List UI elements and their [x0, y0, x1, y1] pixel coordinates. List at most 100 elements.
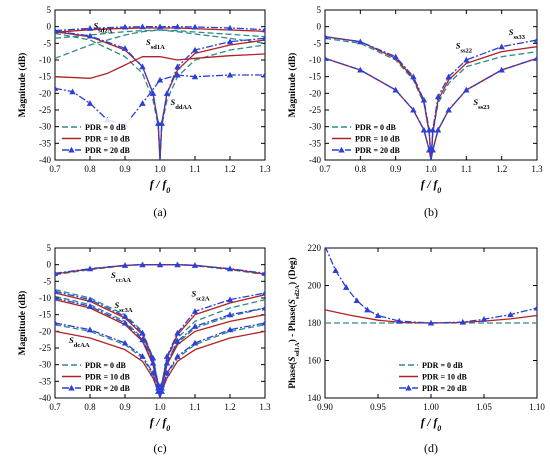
- legend-marker: [68, 384, 75, 391]
- data-point: [507, 311, 514, 318]
- x-tick-label: 1.1: [461, 164, 472, 174]
- data-point: [353, 297, 360, 304]
- data-point: [498, 66, 505, 73]
- legend-label: PDR = 0 dB: [422, 361, 463, 370]
- y-axis-label: Magnitude (dB): [287, 53, 298, 118]
- data-point: [429, 146, 436, 153]
- data-point: [55, 85, 59, 91]
- data-point: [396, 317, 403, 324]
- x-tick-label: 1.1: [189, 164, 200, 174]
- y-tick-label: 160: [308, 356, 322, 366]
- x-tick-label: 1.2: [224, 402, 235, 412]
- data-point: [533, 304, 537, 311]
- legend: PDR = 0 dB PDR = 10 dB PDR = 20 dB: [329, 118, 404, 156]
- curve-annotation: Sss23: [473, 97, 490, 111]
- x-tick-label: 1.1: [189, 402, 200, 412]
- data-point: [374, 312, 382, 319]
- data-point: [158, 120, 165, 126]
- data-point: [121, 339, 129, 346]
- data-point: [325, 55, 329, 61]
- data-point: [332, 267, 339, 274]
- legend-label: PDR = 10 dB: [85, 373, 130, 382]
- data-point: [498, 43, 505, 50]
- y-tick-label: 0: [47, 22, 52, 32]
- data-point: [191, 323, 199, 329]
- data-point: [191, 73, 199, 80]
- legend-label: PDR = 10 dB: [355, 135, 400, 144]
- data-point: [55, 288, 59, 294]
- x-tick-label: 0.8: [84, 402, 96, 412]
- data-point: [226, 265, 234, 272]
- y-tick-label: -10: [39, 55, 51, 65]
- data-point: [445, 73, 452, 80]
- y-tick-label: -15: [39, 72, 51, 82]
- data-point: [121, 262, 129, 268]
- legend-label: PDR = 20 dB: [422, 384, 467, 393]
- curve-annotation: Ssd2A: [94, 20, 113, 34]
- data-point: [226, 71, 234, 78]
- data-point: [55, 319, 59, 326]
- x-tick-label: 0.7: [49, 164, 61, 174]
- data-point: [463, 56, 470, 63]
- y-tick-label: -10: [39, 293, 51, 303]
- legend-label: PDR = 0 dB: [355, 123, 396, 132]
- curve-annotation: Ssd1A: [146, 37, 165, 51]
- y-tick-label: -25: [39, 343, 51, 353]
- data-point: [392, 86, 399, 93]
- data-point: [86, 326, 94, 333]
- data-point: [261, 289, 265, 296]
- y-tick-label: -20: [309, 88, 321, 98]
- data-point: [86, 32, 94, 39]
- legend-label: PDR = 20 dB: [85, 146, 130, 155]
- data-point: [357, 66, 364, 73]
- y-tick-label: -5: [44, 38, 52, 48]
- curve-annotation: Sss22: [456, 40, 472, 54]
- data-point: [191, 339, 199, 346]
- data-point: [86, 100, 94, 106]
- panel-d: 0.90 0.95 1.00 1.05 1.10 220 200 180 160 140 Phase…: [287, 243, 545, 455]
- data-point: [357, 38, 364, 45]
- data-point: [156, 261, 164, 268]
- data-point: [55, 294, 59, 301]
- data-point: [261, 304, 265, 311]
- x-tick-label: 1.00: [423, 402, 439, 412]
- y-tick-label: -25: [309, 105, 321, 115]
- legend-marker: [68, 146, 75, 153]
- legend: PDR = 0 dB PDR = 10 dB PDR = 20 dB: [396, 356, 471, 394]
- x-tick-label: 1.0: [425, 164, 437, 174]
- data-point: [174, 71, 181, 78]
- y-tick-label: -15: [309, 72, 321, 82]
- y-tick-label: -40: [39, 393, 51, 403]
- data-point: [86, 296, 94, 303]
- data-point: [420, 126, 428, 133]
- y-tick-label: 180: [308, 318, 322, 328]
- data-point: [156, 23, 164, 30]
- curve-annotation: SccAA: [111, 270, 131, 284]
- y-tick-label: 0: [317, 22, 322, 32]
- legend-label: PDR = 0 dB: [85, 123, 126, 132]
- y-tick-label: -20: [39, 326, 51, 336]
- data-point: [174, 23, 181, 30]
- x-axis-label: f / f0: [421, 179, 442, 195]
- data-point: [480, 316, 488, 322]
- x-tick-label: 0.9: [390, 164, 402, 174]
- data-point: [191, 262, 199, 268]
- x-tick-label: 0.9: [119, 164, 131, 174]
- data-point: [158, 384, 165, 391]
- x-tick-label: 0.90: [317, 402, 333, 412]
- x-tick-label: 1.05: [476, 402, 492, 412]
- legend-marker: [405, 384, 412, 391]
- curve-annotation: SddAA: [171, 97, 193, 111]
- data-point: [121, 319, 129, 326]
- data-point: [174, 261, 181, 268]
- legend-label: PDR = 20 dB: [85, 384, 130, 393]
- data-point: [163, 359, 171, 366]
- data-point: [163, 90, 171, 96]
- data-point: [261, 270, 265, 276]
- x-tick-label: 0.9: [119, 402, 131, 412]
- y-axis-label: Phase(Ssd1A) - Phase(Ssd2A) (Deg): [287, 257, 301, 388]
- data-point: [325, 33, 329, 40]
- series-group: [55, 261, 265, 398]
- series-group: [55, 23, 265, 160]
- data-point: [191, 23, 199, 30]
